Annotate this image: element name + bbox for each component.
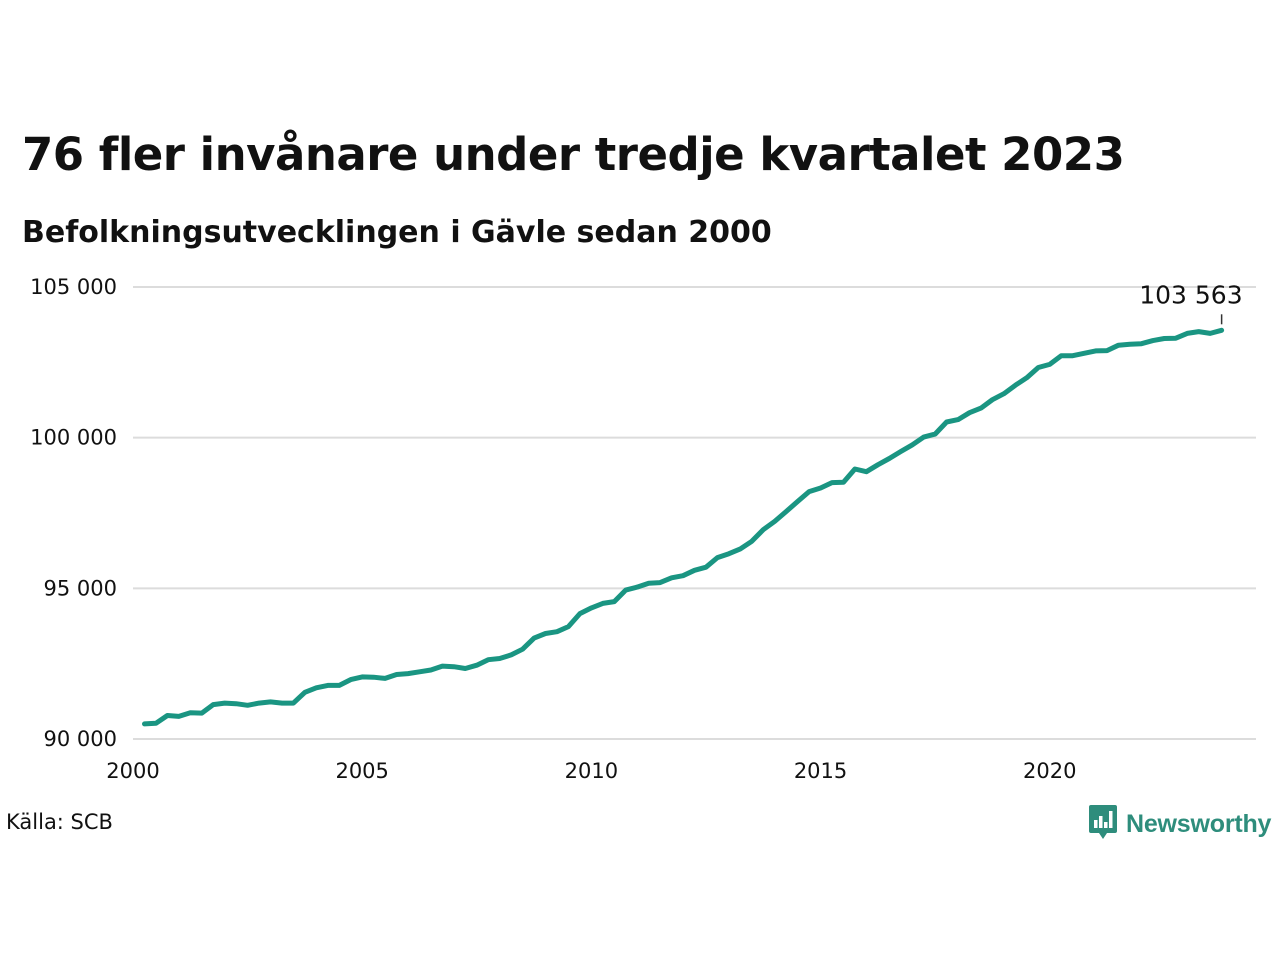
x-axis-tick-labels: 2000 2005 2010 2015 2020 <box>106 759 1076 783</box>
end-value-annotation: 103 563 <box>1139 280 1243 325</box>
series-line <box>142 327 1225 727</box>
x-tick-label: 2005 <box>335 759 388 783</box>
series-layer <box>142 327 1225 727</box>
newsworthy-logo: Newsworthy <box>1088 804 1271 844</box>
y-tick-label: 90 000 <box>44 727 117 751</box>
y-tick-label: 95 000 <box>44 576 117 600</box>
chart-title: 76 fler invånare under tredje kvartalet … <box>22 128 1125 181</box>
x-tick-label: 2010 <box>565 759 618 783</box>
logo-text: Newsworthy <box>1126 809 1272 838</box>
x-tick-label: 2020 <box>1023 759 1076 783</box>
x-tick-label: 2000 <box>106 759 159 783</box>
end-value-label: 103 563 <box>1139 280 1242 309</box>
y-tick-label: 105 000 <box>30 275 117 299</box>
y-axis-tick-labels: 90 000 95 000 100 000 105 000 <box>30 275 117 751</box>
x-tick-label: 2015 <box>794 759 847 783</box>
grid-lines <box>133 286 1256 740</box>
y-tick-label: 100 000 <box>30 426 117 450</box>
source-label: Källa: SCB <box>6 810 113 834</box>
chart-subtitle: Befolkningsutvecklingen i Gävle sedan 20… <box>22 215 772 250</box>
newsworthy-chart-bubble-icon <box>1088 804 1118 844</box>
